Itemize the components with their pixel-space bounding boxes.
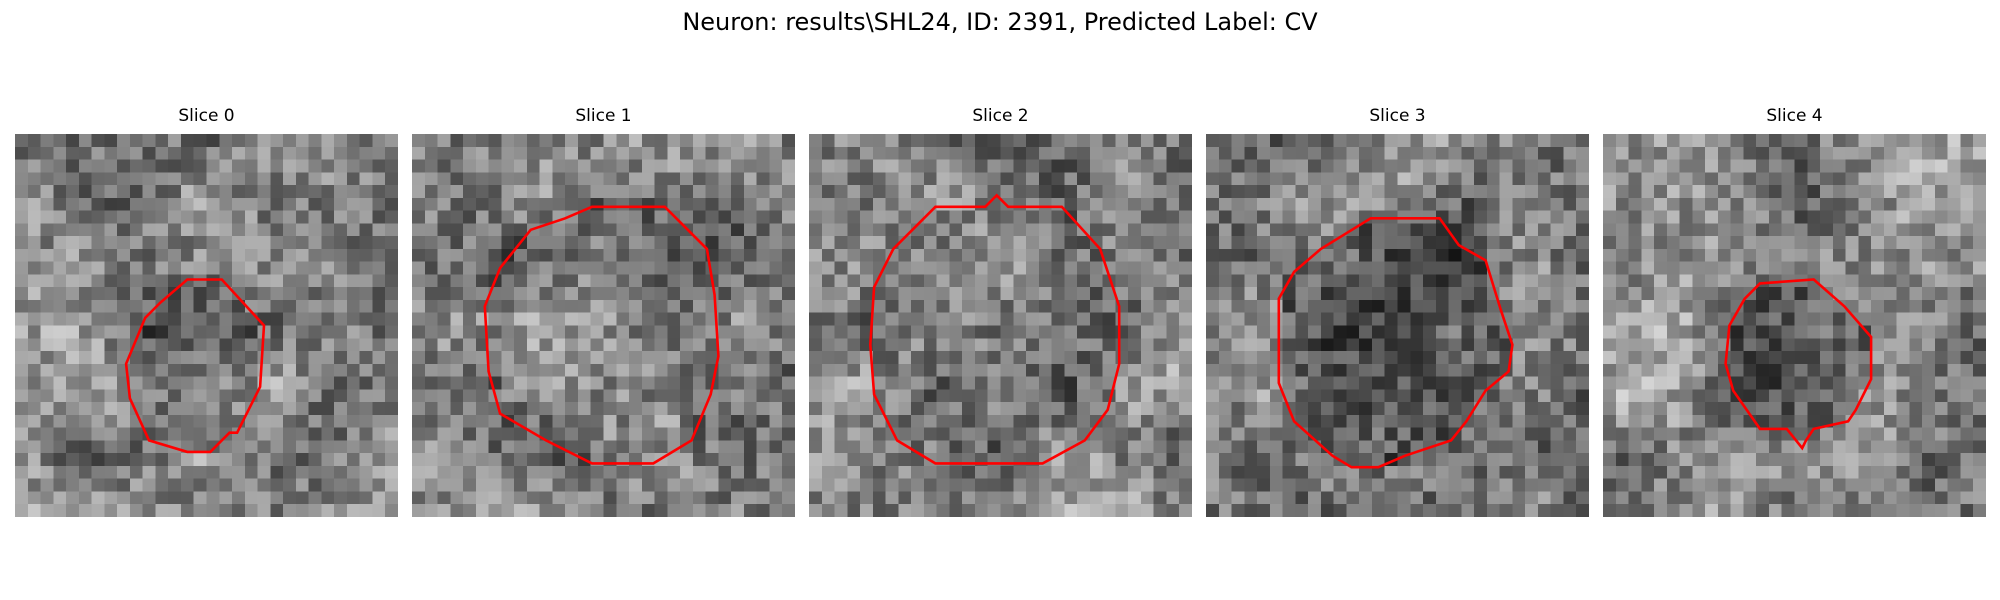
slice-title: Slice 3: [1369, 106, 1426, 126]
neuron-contour: [483, 205, 720, 465]
slice-title: Slice 0: [178, 106, 235, 126]
neuron-contour: [1724, 278, 1873, 451]
slice-image: [1603, 134, 1986, 517]
neuron-contour: [868, 193, 1121, 465]
slice-image: [412, 134, 795, 517]
slice-title: Slice 4: [1766, 106, 1823, 126]
pixel-grid: [1603, 134, 1986, 517]
pixel-grid: [15, 134, 398, 517]
slice-panel-0: Slice 0: [15, 106, 398, 518]
slice-image: [809, 134, 1192, 517]
neuron-contour: [1277, 217, 1514, 469]
slice-panel-1: Slice 1: [412, 106, 795, 518]
slice-image: [15, 134, 398, 517]
pixel-grid: [809, 134, 1192, 517]
pixel-grid: [412, 134, 795, 517]
figure-title: Neuron: results\SHL24, ID: 2391, Predict…: [682, 8, 1318, 36]
slice-panel-3: Slice 3: [1206, 106, 1589, 518]
slice-panel-4: Slice 4: [1603, 106, 1986, 518]
slice-panel-2: Slice 2: [809, 106, 1192, 518]
slice-image: [1206, 134, 1589, 517]
slice-title: Slice 1: [575, 106, 632, 126]
slice-title: Slice 2: [972, 106, 1029, 126]
neuron-contour: [124, 278, 266, 454]
pixel-grid: [1206, 134, 1589, 517]
